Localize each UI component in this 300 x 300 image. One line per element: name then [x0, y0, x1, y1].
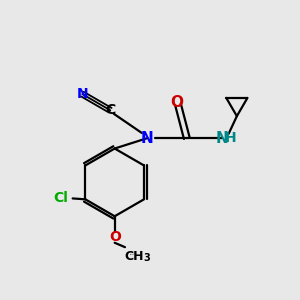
- Text: N: N: [216, 131, 229, 146]
- Text: CH: CH: [124, 250, 144, 262]
- Text: O: O: [109, 230, 121, 244]
- Text: methyl: methyl: [130, 254, 135, 255]
- Text: 3: 3: [144, 253, 150, 263]
- Text: N: N: [141, 131, 153, 146]
- Text: N: N: [76, 87, 88, 101]
- Text: O: O: [170, 95, 183, 110]
- Text: Cl: Cl: [53, 191, 68, 205]
- Text: C: C: [105, 103, 116, 117]
- Text: H: H: [225, 131, 237, 145]
